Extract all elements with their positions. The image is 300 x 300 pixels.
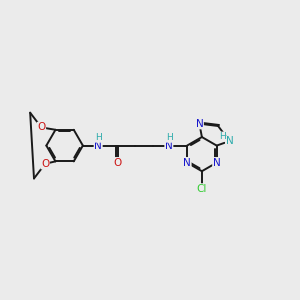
Text: N: N (94, 141, 102, 151)
Text: H: H (166, 133, 173, 142)
Text: H: H (219, 132, 226, 141)
Text: O: O (41, 159, 49, 169)
Text: H: H (95, 133, 102, 142)
Text: Cl: Cl (197, 184, 207, 194)
Text: O: O (113, 158, 122, 168)
Text: N: N (213, 158, 220, 168)
Text: N: N (165, 141, 173, 151)
Text: N: N (183, 158, 191, 168)
Text: N: N (196, 119, 203, 129)
Text: N: N (226, 136, 233, 146)
Text: O: O (37, 122, 46, 132)
